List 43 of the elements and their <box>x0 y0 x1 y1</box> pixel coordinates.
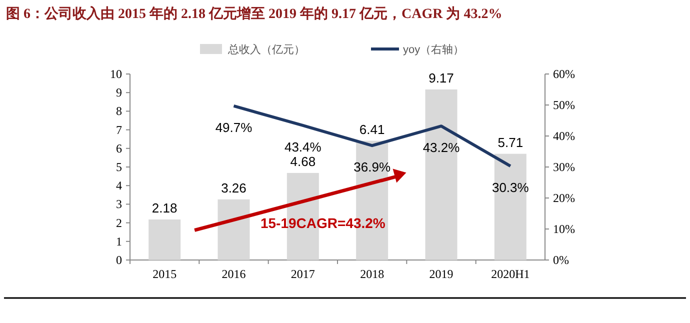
chart-title: 图 6：公司收入由 2015 年的 2.18 亿元增至 2019 年的 9.17 亿元，CAGR 为 43.2% <box>6 6 502 22</box>
y-tick-label: 6 <box>116 141 122 156</box>
y2-tick-label: 10% <box>553 222 575 236</box>
y2-tick-label: 20% <box>553 191 575 205</box>
data-label: 49.7% <box>215 120 253 135</box>
y2-tick-label: 60% <box>553 67 575 81</box>
y-tick-label: 5 <box>116 160 122 174</box>
annotation: 15-19CAGR=43.2% <box>260 215 386 231</box>
data-label: 6.41 <box>359 122 385 137</box>
bar <box>148 219 181 260</box>
bar <box>425 89 458 260</box>
data-label: 43.2% <box>422 140 460 156</box>
legend-label: 总收入（亿元） <box>227 43 305 56</box>
data-label: 3.26 <box>221 180 246 196</box>
y-tick-label: 2 <box>116 216 122 230</box>
legend-label: yoy（右轴） <box>403 43 464 56</box>
y-tick-label: 3 <box>116 197 122 212</box>
y2-tick-label: 40% <box>553 129 575 143</box>
x-tick-label: 2018 <box>360 267 384 281</box>
x-tick-label: 2019 <box>429 267 454 281</box>
y-tick-label: 1 <box>116 234 122 248</box>
data-label: 4.68 <box>290 154 316 169</box>
y-tick-label: 8 <box>116 104 122 118</box>
data-label: 43.4% <box>284 139 322 154</box>
data-label: 30.3% <box>492 180 530 196</box>
data-label: 2.18 <box>152 200 178 216</box>
y-tick-label: 4 <box>116 178 122 193</box>
y-tick-label: 9 <box>116 86 122 100</box>
y2-tick-label: 0% <box>553 253 569 267</box>
data-label: 9.17 <box>428 70 454 86</box>
y-tick-label: 10 <box>110 67 122 81</box>
data-label: 36.9% <box>354 160 391 175</box>
x-tick-label: 2016 <box>222 267 246 281</box>
y2-tick-label: 50% <box>553 98 575 112</box>
x-tick-label: 2017 <box>290 267 315 281</box>
bar <box>494 154 526 260</box>
y-tick-label: 7 <box>116 122 122 137</box>
x-tick-label: 2020H1 <box>491 267 530 281</box>
bar <box>218 199 250 260</box>
data-label: 5.71 <box>498 134 524 150</box>
x-tick-label: 2015 <box>152 267 177 281</box>
y-tick-label: 0 <box>116 253 122 267</box>
y2-tick-label: 30% <box>553 160 575 174</box>
